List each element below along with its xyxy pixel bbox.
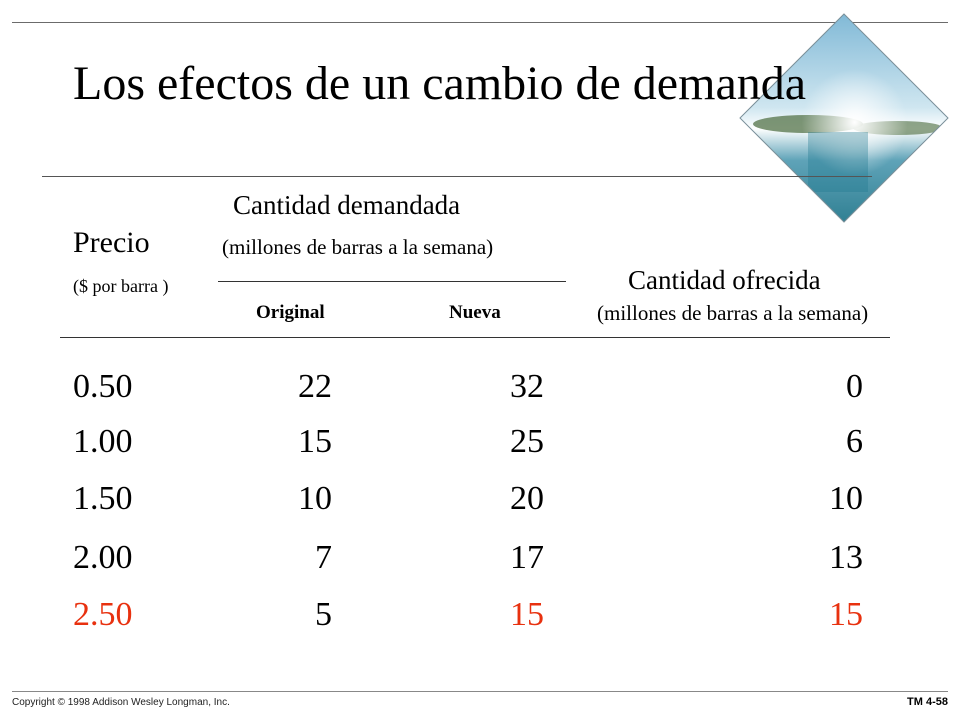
slide-title: Los efectos de un cambio de demanda xyxy=(73,57,807,110)
new-quantity-cell: 25 xyxy=(510,423,544,460)
price-header: Precio xyxy=(73,226,150,259)
new-quantity-cell: 32 xyxy=(510,368,544,405)
supply-header: Cantidad ofrecida xyxy=(628,265,821,295)
supplied-quantity-cell: 13 xyxy=(829,539,863,576)
top-rule xyxy=(12,22,948,23)
new-quantity-cell: 17 xyxy=(510,539,544,576)
supplied-quantity-cell: 6 xyxy=(846,423,863,460)
new-column-header: Nueva xyxy=(449,302,501,323)
price-units: ($ por barra ) xyxy=(73,276,169,296)
demand-header: Cantidad demandada xyxy=(233,190,461,220)
supplied-quantity-cell: 15 xyxy=(829,596,863,633)
copyright-notice: Copyright © 1998 Addison Wesley Longman,… xyxy=(12,697,230,708)
demand-subrule xyxy=(218,281,566,282)
original-quantity-cell: 10 xyxy=(298,480,332,517)
original-column-header: Original xyxy=(256,302,325,323)
price-cell: 2.00 xyxy=(73,539,133,576)
price-cell: 2.50 xyxy=(73,596,133,633)
original-quantity-cell: 7 xyxy=(315,539,332,576)
price-cell: 1.00 xyxy=(73,423,133,460)
header-rule xyxy=(60,337,890,338)
supplied-quantity-cell: 10 xyxy=(829,480,863,517)
decorative-ocean-image xyxy=(739,13,949,223)
price-cell: 0.50 xyxy=(73,368,133,405)
supplied-quantity-cell: 0 xyxy=(846,368,863,405)
new-quantity-cell: 15 xyxy=(510,596,544,633)
footer-rule xyxy=(12,691,948,692)
original-quantity-cell: 5 xyxy=(315,596,332,633)
new-quantity-cell: 20 xyxy=(510,480,544,517)
supply-units: (millones de barras a la semana) xyxy=(597,301,869,325)
slide-number: TM 4-58 xyxy=(907,696,948,708)
demand-units: (millones de barras a la semana) xyxy=(222,235,494,259)
title-rule xyxy=(42,176,872,177)
price-cell: 1.50 xyxy=(73,480,133,517)
original-quantity-cell: 22 xyxy=(298,368,332,405)
original-quantity-cell: 15 xyxy=(298,423,332,460)
